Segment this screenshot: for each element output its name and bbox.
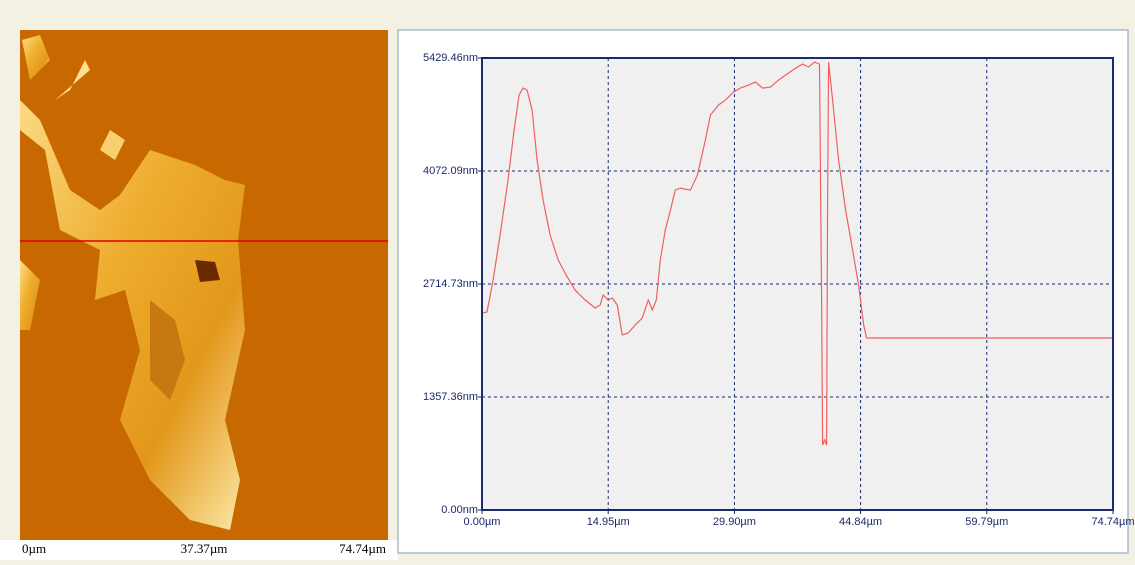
y-tick-label: 1357.36nm	[423, 391, 478, 403]
image-axis-label: 0µm	[22, 541, 46, 556]
y-tick-label: 0.00nm	[441, 504, 478, 516]
plot-area	[482, 58, 1113, 510]
profile-line	[481, 61, 1113, 446]
afm-features	[20, 35, 245, 530]
x-tick-label: 44.84µm	[839, 516, 882, 528]
y-tick-label: 4072.09nm	[423, 165, 478, 177]
x-tick-label: 14.95µm	[587, 516, 630, 528]
y-tick-label: 2714.73nm	[423, 278, 478, 290]
image-axis-label: 37.37µm	[181, 541, 228, 556]
x-tick-label: 59.79µm	[965, 516, 1008, 528]
x-tick-label: 0.00µm	[464, 516, 501, 528]
image-axis-label: 74.74µm	[339, 541, 386, 556]
x-tick-label: 74.74µm	[1091, 516, 1134, 528]
plot	[481, 57, 1114, 511]
x-tick-label: 29.90µm	[713, 516, 756, 528]
image-axis-bar	[0, 540, 398, 560]
y-tick-label: 5429.46nm	[423, 52, 478, 64]
